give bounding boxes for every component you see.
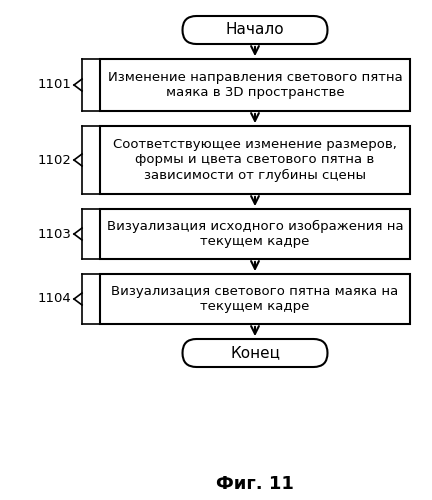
Text: Изменение направления светового пятна
маяка в 3D пространстве: Изменение направления светового пятна ма… [108, 71, 402, 99]
Text: Визуализация исходного изображения на
текущем кадре: Визуализация исходного изображения на те… [107, 220, 403, 248]
Text: 1104: 1104 [37, 292, 71, 306]
Text: Фиг. 11: Фиг. 11 [216, 475, 294, 493]
FancyBboxPatch shape [182, 339, 327, 367]
Text: Начало: Начало [226, 22, 284, 38]
Text: 1101: 1101 [37, 78, 71, 92]
FancyBboxPatch shape [182, 16, 327, 44]
Bar [100, 209, 410, 259]
Text: 1102: 1102 [37, 154, 71, 166]
Text: Конец: Конец [230, 346, 280, 360]
Text: Соответствующее изменение размеров,
формы и цвета светового пятна в
зависимости : Соответствующее изменение размеров, форм… [113, 138, 397, 182]
Bar [100, 274, 410, 324]
Bar [100, 59, 410, 111]
Text: 1103: 1103 [37, 228, 71, 240]
Text: Визуализация светового пятна маяка на
текущем кадре: Визуализация светового пятна маяка на те… [111, 285, 399, 313]
Bar [100, 126, 410, 194]
